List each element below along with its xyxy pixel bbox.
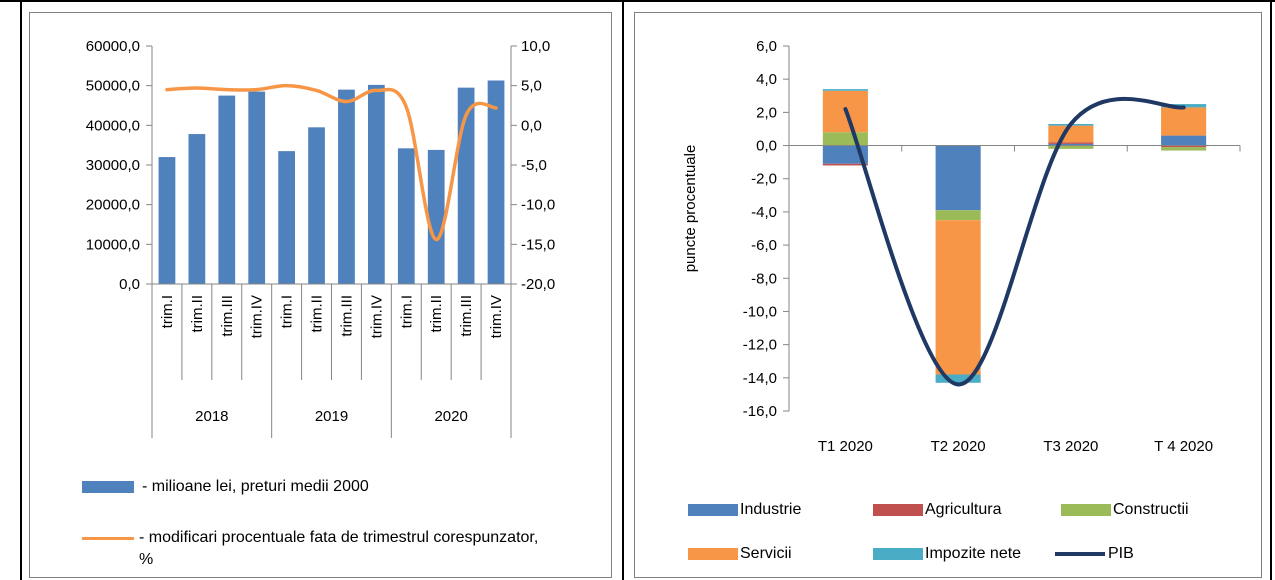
x-tick-label: trim.I xyxy=(398,295,415,328)
stacked-bar-segment xyxy=(1161,147,1207,151)
legend-swatch-industrie xyxy=(688,504,738,516)
y-tick-label: 0,0 xyxy=(119,276,140,293)
y2-tick-label: 10,0 xyxy=(521,38,550,55)
frame-middle-divider xyxy=(622,0,624,580)
y-tick-label: -16,0 xyxy=(743,403,777,420)
bar xyxy=(397,148,415,284)
y-tick-label: -12,0 xyxy=(743,337,777,354)
x-tick-label: T3 2020 xyxy=(1043,438,1098,455)
y2-tick-label: 0,0 xyxy=(521,117,542,134)
x-tick-label: trim.III xyxy=(219,295,236,337)
y-tick-label: -10,0 xyxy=(743,303,777,320)
bar xyxy=(338,89,355,284)
y-tick-label: 2,0 xyxy=(756,104,777,121)
stacked-bar-segment xyxy=(1048,145,1094,149)
bar xyxy=(248,91,266,284)
gdp-contributions-chart: 6,0 4,0 2,0 0,0 -2,0 -4,0 -6,0 -8,0 -10,0 -12,0 -1… xyxy=(682,38,1241,455)
frame-right-border xyxy=(1270,0,1272,580)
stacked-bar-segment xyxy=(822,163,868,166)
legend-label-industrie: Industrie xyxy=(740,501,802,518)
stacked-bar-segment xyxy=(1161,107,1207,136)
stacked-bar-segment xyxy=(1048,125,1094,143)
x-tick-label: trim.I xyxy=(159,295,176,328)
gdp-volume-chart: 60000,0 50000,0 40000,0 30000,0 20000,0 10000… xyxy=(86,38,555,438)
x-tick-label: T 4 2020 xyxy=(1154,438,1213,455)
x-tick-label: trim.IV xyxy=(488,295,505,338)
right-chart-panel: 6,0 4,0 2,0 0,0 -2,0 -4,0 -6,0 -8,0 -10,0 -12,0 -1… xyxy=(634,12,1262,578)
stacked-bar-segment xyxy=(822,145,868,164)
y-tick-label: 10000,0 xyxy=(86,236,140,253)
pib-line xyxy=(843,96,1186,387)
legend-swatch-constructii xyxy=(1061,504,1111,516)
y-tick-label: 6,0 xyxy=(756,38,777,55)
y-tick-label: 0,0 xyxy=(756,138,777,155)
stacked-bar-segment xyxy=(1048,143,1094,146)
bar xyxy=(367,84,385,284)
frame-left-border xyxy=(20,0,22,580)
legend-swatch-line xyxy=(82,537,134,540)
bar xyxy=(427,149,445,284)
stacked-bar-segment xyxy=(1161,145,1207,148)
y2-tick-label: 5,0 xyxy=(521,78,542,95)
x-tick-label: T1 2020 xyxy=(818,438,873,455)
legend-label-pib: PIB xyxy=(1108,545,1134,562)
y2-tick-label: -10,0 xyxy=(521,197,555,214)
y-tick-label: 30000,0 xyxy=(86,157,140,174)
x-tick-label: trim.II xyxy=(309,295,326,333)
bar xyxy=(308,127,325,284)
y-tick-label: 50000,0 xyxy=(86,78,140,95)
x-group-label: 2019 xyxy=(315,408,348,425)
y-tick-label: -14,0 xyxy=(743,370,777,387)
stacked-bar-segment xyxy=(935,220,981,375)
legend-swatch-impozite xyxy=(873,548,923,560)
y2-tick-label: -15,0 xyxy=(521,236,555,253)
y2-tick-label: -5,0 xyxy=(521,157,547,174)
bar xyxy=(487,80,505,284)
left-chart-panel: 60000,0 50000,0 40000,0 30000,0 20000,0 10000… xyxy=(29,12,612,578)
legend-swatch-pib xyxy=(1055,552,1105,556)
y2-tick-label: -20,0 xyxy=(521,276,555,293)
y-axis-title: puncte procentuale xyxy=(682,145,699,273)
y-tick-label: 20000,0 xyxy=(86,197,140,214)
legend-swatch-agricultura xyxy=(873,504,923,516)
y-tick-label: 60000,0 xyxy=(86,38,140,55)
x-group-label: 2020 xyxy=(434,408,467,425)
stacked-bar-segment xyxy=(935,145,981,211)
y-tick-label: -2,0 xyxy=(751,171,777,188)
stacked-bar-segment xyxy=(822,132,868,146)
x-tick-label: T2 2020 xyxy=(931,438,986,455)
legend-label-line: - modificari procentuale fata de trimest… xyxy=(139,529,539,568)
legend-label-agricultura: Agricultura xyxy=(925,501,1002,518)
legend-label-bars: - milioane lei, preturi medii 2000 xyxy=(142,478,369,495)
x-tick-label: trim.II xyxy=(189,295,206,333)
x-group-label: 2018 xyxy=(195,408,228,425)
x-tick-label: trim.II xyxy=(428,295,445,333)
legend-swatch-servicii xyxy=(688,548,738,560)
stacked-bar-segment xyxy=(1161,135,1207,146)
legend-label-servicii: Servicii xyxy=(740,545,792,562)
legend-label-constructii: Constructii xyxy=(1113,501,1189,518)
frame-top-border xyxy=(0,0,1275,2)
stacked-bar-segment xyxy=(1048,142,1094,144)
legend-label-impozite: Impozite nete xyxy=(925,545,1022,562)
stacked-bar-segment xyxy=(935,210,981,221)
x-tick-label: trim.IV xyxy=(368,295,385,338)
x-tick-label: trim.III xyxy=(458,295,475,337)
bar xyxy=(218,95,236,284)
y-tick-label: 4,0 xyxy=(756,71,777,88)
y-tick-label: -4,0 xyxy=(751,204,777,221)
bar xyxy=(158,157,176,284)
line-series xyxy=(165,83,498,242)
legend-swatch-bars xyxy=(82,481,134,493)
y-tick-label: -8,0 xyxy=(751,270,777,287)
stacked-bar-segment xyxy=(822,89,868,91)
x-tick-label: trim.III xyxy=(338,295,355,337)
bar xyxy=(188,134,206,284)
bar xyxy=(278,151,296,284)
stacked-bar-segment xyxy=(935,374,981,383)
y-tick-label: 40000,0 xyxy=(86,117,140,134)
x-tick-label: trim.I xyxy=(279,295,296,328)
y-tick-label: -6,0 xyxy=(751,237,777,254)
x-tick-label: trim.IV xyxy=(249,295,266,338)
